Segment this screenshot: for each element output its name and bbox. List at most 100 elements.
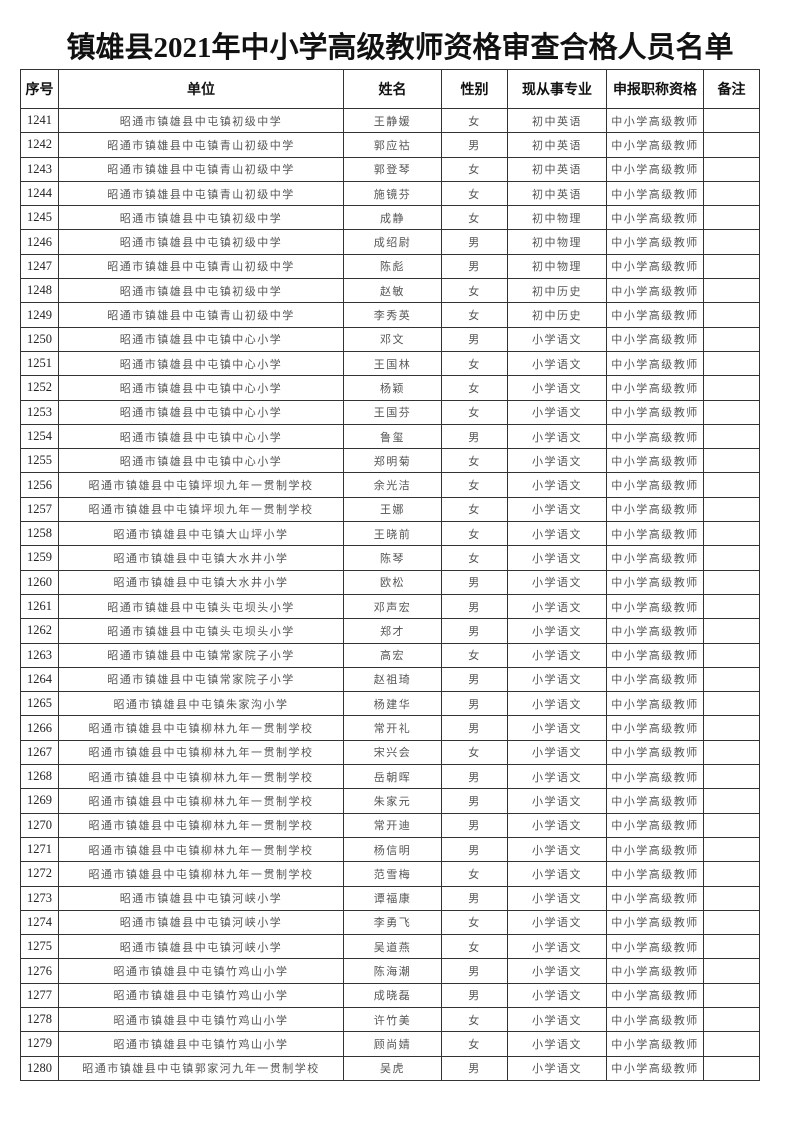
qualification-cell: 中小学高级教师 (606, 180, 704, 207)
table-row: 1254 昭通市镇雄县中屯镇中心小学 鲁玺男小学语文 中小学高级教师 (20, 423, 760, 450)
gender-cell: 女 (441, 302, 508, 328)
table-row: 1244 昭通市镇雄县中屯镇青山初级中学 施镜芬女初中英语 中小学高级教师 (20, 180, 760, 207)
major-cell: 初中历史 (507, 302, 607, 328)
remarks-cell (703, 593, 760, 620)
major-cell: 小学语文 (507, 739, 607, 766)
remarks-cell (703, 205, 760, 231)
table-row: 1279 昭通市镇雄县中屯镇竹鸡山小学 顾尚婧女小学语文 中小学高级教师 (20, 1031, 760, 1057)
qualification-cell: 中小学高级教师 (606, 885, 704, 911)
table-row: 1264 昭通市镇雄县中屯镇常家院子小学 赵祖琦男小学语文 中小学高级教师 (20, 666, 760, 693)
gender-cell: 女 (441, 1006, 508, 1033)
table-row: 1265 昭通市镇雄县中屯镇朱家沟小学 杨建华男小学语文 中小学高级教师 (20, 691, 760, 717)
name-cell: 朱家元 (343, 788, 442, 814)
qualification-cell: 中小学高级教师 (606, 448, 704, 474)
major-cell: 小学语文 (507, 691, 607, 717)
major-cell: 小学语文 (507, 350, 607, 377)
serial-cell: 1273 (20, 885, 59, 911)
qualification-cell: 中小学高级教师 (606, 715, 704, 741)
gender-cell: 男 (441, 885, 508, 911)
qualification-cell: 中小学高级教师 (606, 764, 704, 790)
name-cell: 范雪梅 (343, 861, 442, 887)
serial-cell: 1272 (20, 861, 59, 887)
gender-cell: 男 (441, 569, 508, 595)
remarks-cell (703, 302, 760, 328)
serial-cell: 1242 (20, 132, 59, 158)
remarks-cell (703, 1055, 760, 1081)
major-cell: 小学语文 (507, 1031, 607, 1057)
gender-cell: 女 (441, 278, 508, 304)
table-row: 1241 昭通市镇雄县中屯镇初级中学 王静媛女初中英语 中小学高级教师 (20, 107, 760, 134)
table-row: 1261 昭通市镇雄县中屯镇头屯坝头小学 邓声宏男小学语文 中小学高级教师 (20, 593, 760, 620)
unit-cell: 昭通市镇雄县中屯镇青山初级中学 (58, 253, 344, 280)
remarks-cell (703, 861, 760, 887)
name-cell: 常开迪 (343, 812, 442, 838)
qualification-cell: 中小学高级教师 (606, 423, 704, 450)
table-row: 1269 昭通市镇雄县中屯镇柳林九年一贯制学校 朱家元男小学语文 中小学高级教师 (20, 788, 760, 814)
name-cell: 杨颖 (343, 375, 442, 401)
qualification-cell: 中小学高级教师 (606, 399, 704, 425)
name-cell: 岳朝晖 (343, 764, 442, 790)
serial-cell: 1267 (20, 739, 59, 766)
gender-cell: 男 (441, 691, 508, 717)
unit-cell: 昭通市镇雄县中屯镇中心小学 (58, 423, 344, 450)
unit-cell: 昭通市镇雄县中屯镇朱家沟小学 (58, 691, 344, 717)
unit-cell: 昭通市镇雄县中屯镇柳林九年一贯制学校 (58, 812, 344, 838)
qualification-cell: 中小学高级教师 (606, 302, 704, 328)
name-cell: 鲁玺 (343, 423, 442, 450)
name-cell: 赵祖琦 (343, 666, 442, 693)
gender-cell: 男 (441, 982, 508, 1008)
gender-cell: 男 (441, 593, 508, 620)
table-row: 1255 昭通市镇雄县中屯镇中心小学 郑明菊女小学语文 中小学高级教师 (20, 448, 760, 474)
qualification-cell: 中小学高级教师 (606, 739, 704, 766)
table-row: 1253 昭通市镇雄县中屯镇中心小学 王国芬女小学语文 中小学高级教师 (20, 399, 760, 425)
gender-cell: 男 (441, 788, 508, 814)
serial-cell: 1241 (20, 107, 59, 134)
name-cell: 杨信明 (343, 836, 442, 863)
qualification-cell: 中小学高级教师 (606, 472, 704, 498)
table-row: 1251 昭通市镇雄县中屯镇中心小学 王国林女小学语文 中小学高级教师 (20, 350, 760, 377)
name-cell: 成晓磊 (343, 982, 442, 1008)
serial-cell: 1255 (20, 448, 59, 474)
serial-cell: 1266 (20, 715, 59, 741)
gender-cell: 男 (441, 618, 508, 644)
name-cell: 郑明菊 (343, 448, 442, 474)
header-name: 姓名 (343, 69, 442, 109)
gender-cell: 男 (441, 423, 508, 450)
major-cell: 小学语文 (507, 764, 607, 790)
gender-cell: 女 (441, 180, 508, 207)
gender-cell: 男 (441, 958, 508, 984)
header-remarks: 备注 (703, 69, 760, 109)
name-cell: 陈琴 (343, 545, 442, 571)
remarks-cell (703, 934, 760, 960)
name-cell: 宋兴会 (343, 739, 442, 766)
table-row: 1248 昭通市镇雄县中屯镇初级中学 赵敏女初中历史 中小学高级教师 (20, 278, 760, 304)
serial-cell: 1268 (20, 764, 59, 790)
serial-cell: 1254 (20, 423, 59, 450)
qualification-cell: 中小学高级教师 (606, 934, 704, 960)
major-cell: 小学语文 (507, 885, 607, 911)
unit-cell: 昭通市镇雄县中屯镇大水井小学 (58, 545, 344, 571)
unit-cell: 昭通市镇雄县中屯镇坪坝九年一贯制学校 (58, 472, 344, 498)
gender-cell: 男 (441, 132, 508, 158)
remarks-cell (703, 764, 760, 790)
serial-cell: 1253 (20, 399, 59, 425)
qualification-cell: 中小学高级教师 (606, 691, 704, 717)
major-cell: 小学语文 (507, 521, 607, 547)
name-cell: 赵敏 (343, 278, 442, 304)
unit-cell: 昭通市镇雄县中屯镇中心小学 (58, 399, 344, 425)
gender-cell: 女 (441, 909, 508, 936)
gender-cell: 女 (441, 861, 508, 887)
remarks-cell (703, 496, 760, 523)
remarks-cell (703, 885, 760, 911)
table-row: 1276 昭通市镇雄县中屯镇竹鸡山小学 陈海潮男小学语文 中小学高级教师 (20, 958, 760, 984)
name-cell: 王静媛 (343, 107, 442, 134)
unit-cell: 昭通市镇雄县中屯镇郭家河九年一贯制学校 (58, 1055, 344, 1081)
table-body: 1241 昭通市镇雄县中屯镇初级中学 王静媛女初中英语 中小学高级教师 1242 昭通市镇… (20, 107, 760, 1081)
gender-cell: 女 (441, 545, 508, 571)
gender-cell: 女 (441, 205, 508, 231)
qualification-cell: 中小学高级教师 (606, 205, 704, 231)
table-row: 1252 昭通市镇雄县中屯镇中心小学 杨颖女小学语文 中小学高级教师 (20, 375, 760, 401)
major-cell: 小学语文 (507, 642, 607, 668)
gender-cell: 女 (441, 350, 508, 377)
major-cell: 小学语文 (507, 788, 607, 814)
